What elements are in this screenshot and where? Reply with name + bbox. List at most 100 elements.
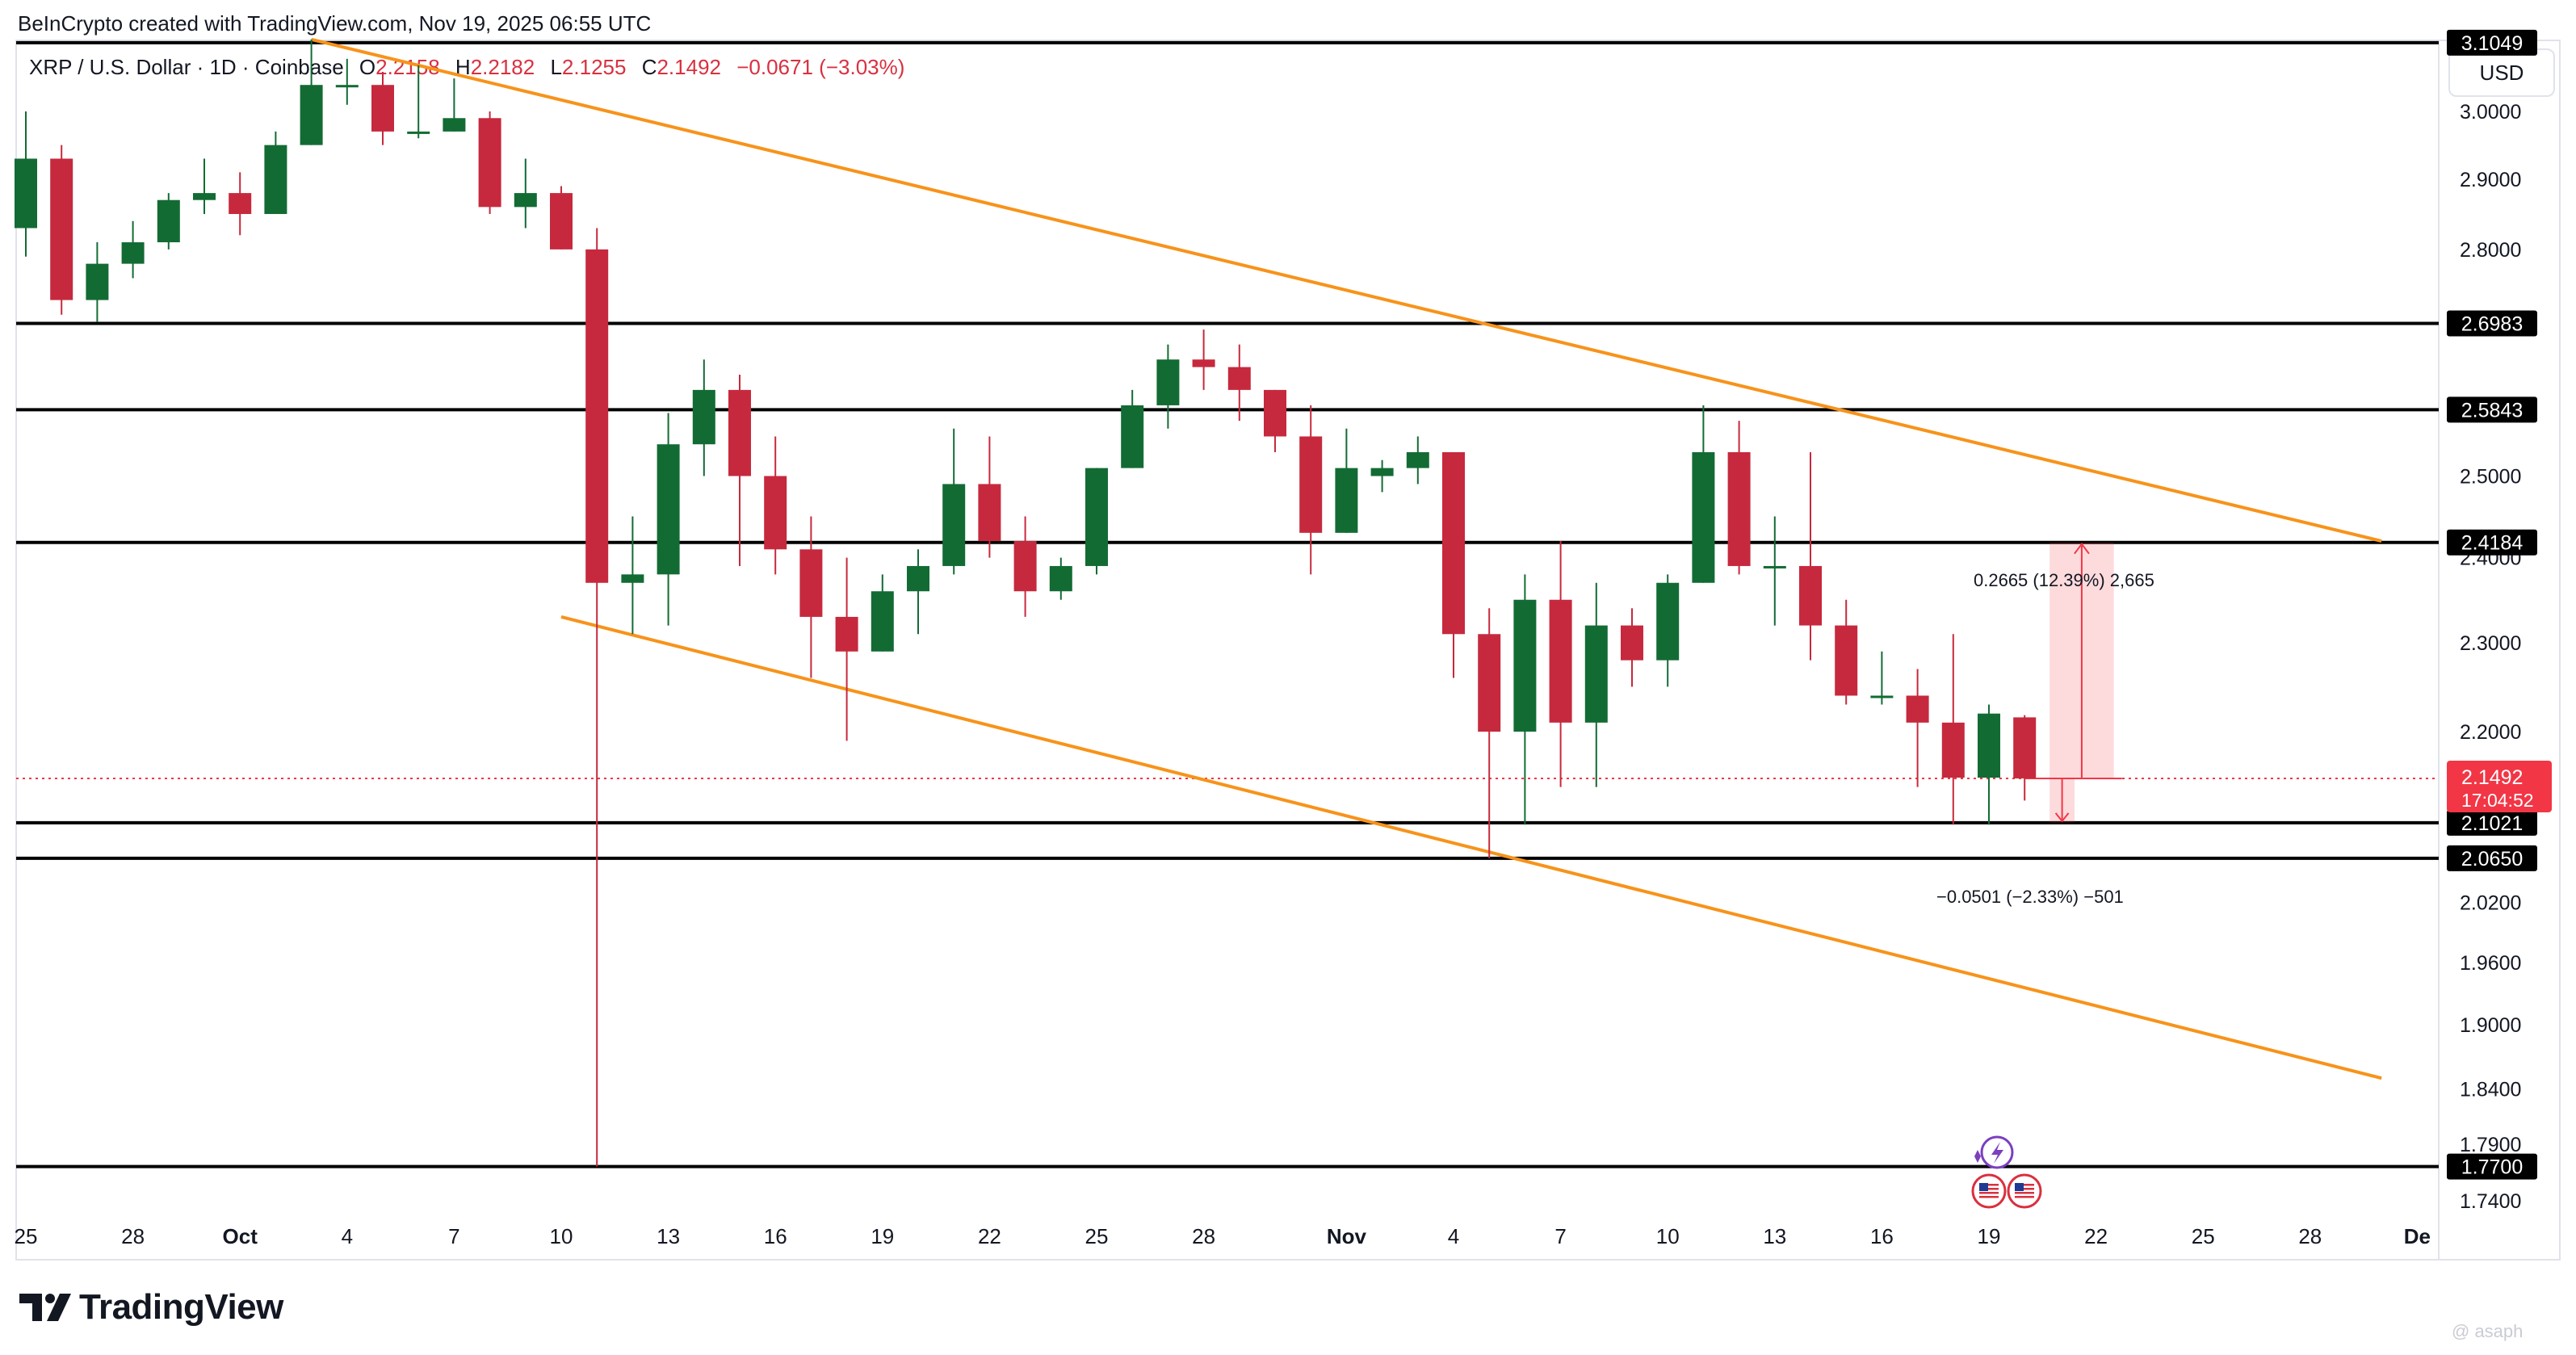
candle-body [1799, 565, 1822, 626]
x-tick-label: 16 [1870, 1224, 1894, 1248]
candle-body [1299, 436, 1323, 533]
candle [15, 111, 37, 257]
x-tick-label: 4 [342, 1224, 353, 1248]
level-price-text: 1.7700 [2461, 1156, 2523, 1179]
candle [1013, 516, 1037, 617]
x-tick-label: 19 [871, 1224, 894, 1248]
candle [1941, 634, 1965, 825]
symbol-legend: XRP / U.S. Dollar · 1D · Coinbase O2.215… [29, 55, 904, 80]
candle-body [1156, 359, 1180, 405]
flag-stripe [2015, 1192, 2034, 1194]
y-axis-ticks: 3.20003.00002.90002.80002.50002.40002.30… [2460, 101, 2521, 1213]
candle [2013, 715, 2037, 801]
flag-stripe [1979, 1192, 1999, 1194]
candle-body [50, 158, 73, 300]
level-price-box [2447, 845, 2537, 871]
candle [1727, 421, 1751, 575]
candle [1156, 344, 1180, 429]
x-tick-label: 28 [121, 1224, 145, 1248]
candle-body [1870, 695, 1894, 698]
candle [621, 516, 644, 635]
candle [799, 516, 823, 678]
candle [1264, 389, 1286, 452]
candle-body [1049, 565, 1072, 592]
candle-body [335, 85, 359, 88]
lightning-event-icon [1974, 1135, 2014, 1169]
candle [835, 557, 858, 741]
candle-body [907, 565, 929, 592]
candle-body [621, 574, 644, 583]
x-tick-label: Nov [1327, 1224, 1367, 1248]
y-tick-label: 1.7400 [2460, 1190, 2521, 1213]
price-labels: 3.1049 2.6983 2.5843 2.4184 2.1021 2.0650 1.77… [2447, 29, 2552, 1180]
x-tick-label: 10 [1656, 1224, 1680, 1248]
candle [1763, 516, 1786, 626]
level-price-box [2447, 396, 2537, 423]
tradingview-logo-icon [19, 1294, 71, 1321]
candle-body [1763, 565, 1786, 568]
flag-stripe [2015, 1184, 2034, 1186]
candle-body [407, 131, 430, 134]
level-price-box [2447, 809, 2537, 836]
candle [1870, 651, 1894, 705]
candle-body [835, 616, 858, 652]
candle-body [15, 158, 37, 229]
candle [1085, 468, 1108, 575]
candle [1549, 541, 1572, 787]
candle-body [1121, 405, 1144, 468]
candle-body [764, 476, 787, 550]
candle-body [1692, 451, 1715, 583]
candle-body [443, 118, 466, 132]
y-tick-label: 2.0200 [2460, 891, 2521, 914]
level-price-box [2447, 529, 2537, 556]
y-tick-label: 2.3000 [2460, 632, 2521, 655]
candle [335, 58, 359, 105]
candle [264, 131, 287, 215]
candle [371, 71, 394, 145]
low-label: L [550, 55, 562, 79]
x-tick-label: De [2404, 1224, 2431, 1248]
x-tick-label: 16 [764, 1224, 787, 1248]
candle-body [871, 591, 894, 652]
close-value: 2.1492 [657, 55, 721, 79]
candle-body [1727, 451, 1751, 566]
candle-body [1584, 625, 1608, 723]
flag-stripe [1979, 1196, 1999, 1198]
level-price-label: 3.1049 [2447, 29, 2537, 56]
candle [1121, 389, 1144, 468]
candle [157, 193, 180, 250]
level-price-text: 2.0650 [2461, 848, 2523, 870]
last-price-box [2447, 760, 2552, 812]
candle-body [1656, 582, 1680, 661]
candle-body [1478, 634, 1501, 732]
level-price-label: 2.5843 [2447, 396, 2537, 423]
level-price-text: 2.6983 [2461, 313, 2523, 335]
candle [1406, 436, 1429, 485]
currency-button[interactable]: USD [2448, 48, 2555, 97]
level-price-text: 2.5843 [2461, 399, 2523, 422]
candle [1370, 459, 1394, 493]
candle [1978, 704, 2000, 825]
x-axis-ticks: 25 28 Oct 4 7 10 13 16 19 22 25 28 Nov 4 7 10 13 16 19 22 25… [15, 1224, 2431, 1248]
candle [1442, 451, 1465, 678]
y-tick-label: 2.5000 [2460, 466, 2521, 489]
candle-body [728, 389, 751, 476]
close-label: C [641, 55, 657, 79]
candle [871, 574, 894, 652]
brand-name: TradingView [79, 1287, 283, 1327]
lightning-bolt [1991, 1142, 2003, 1164]
candle-body [1085, 468, 1108, 566]
y-tick-label: 1.9600 [2460, 952, 2521, 975]
candle-body [550, 193, 573, 250]
us-flag-icon [2007, 1173, 2042, 1209]
y-tick-label: 2.9000 [2460, 169, 2521, 191]
candle-body [585, 249, 609, 583]
candle-body [692, 389, 715, 445]
measure-down-arrowhead [2054, 812, 2070, 823]
level-price-text: 2.4184 [2461, 532, 2524, 555]
candle [407, 65, 430, 139]
candle [86, 242, 109, 322]
low-value: 2.1255 [561, 55, 627, 79]
